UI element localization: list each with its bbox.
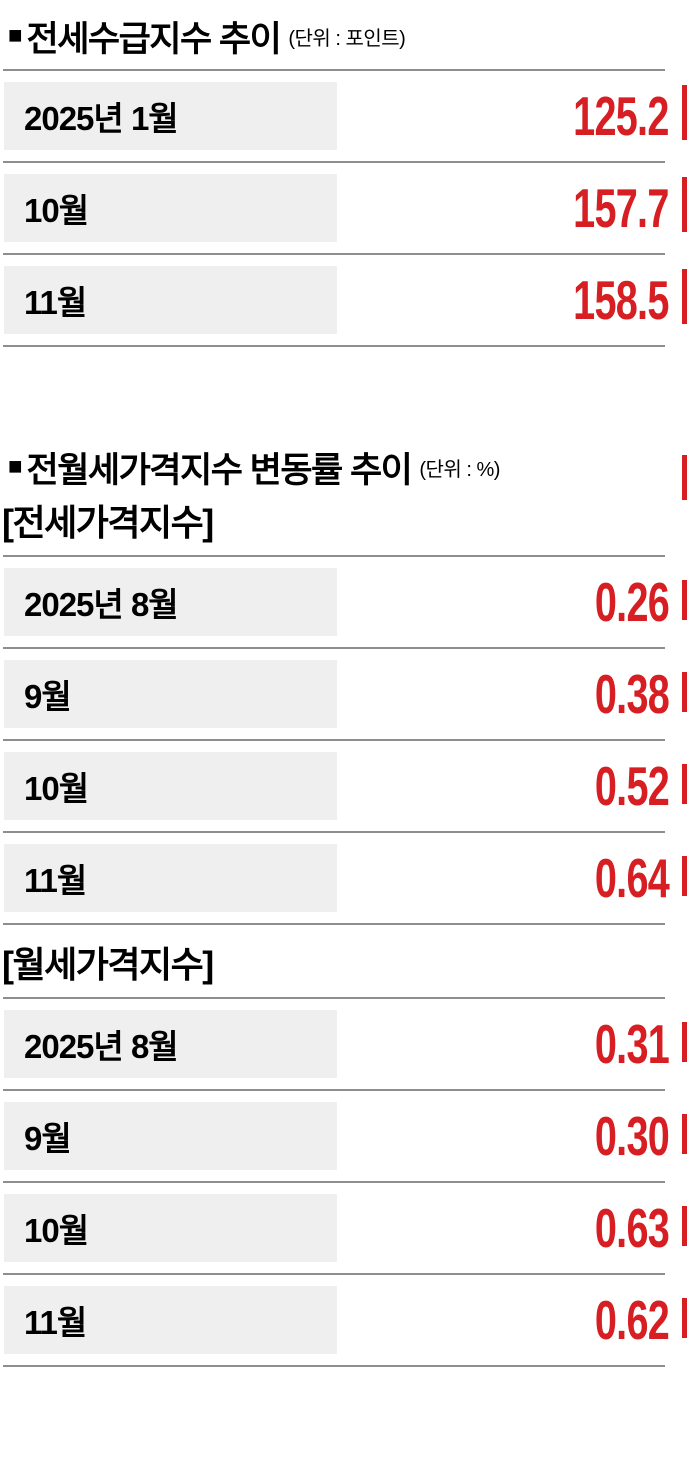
- row-value: 0.63: [594, 1197, 670, 1259]
- divider: [3, 647, 665, 649]
- row-value: 157.7: [573, 177, 669, 239]
- table-row: 2025년 8월 0.26: [0, 557, 687, 647]
- table-row: 2025년 8월 0.31: [0, 999, 687, 1089]
- cropped-red-fragment: [682, 580, 687, 620]
- row-label: 10월: [24, 192, 89, 229]
- section-title-text: 전월세가격지수 변동률 추이: [26, 450, 413, 490]
- divider: [3, 923, 665, 925]
- divider: [3, 1181, 665, 1183]
- row-value: 0.64: [594, 847, 670, 909]
- cropped-red-fragment: [682, 177, 687, 232]
- row-label-box: 10월: [4, 752, 337, 820]
- row-value: 125.2: [573, 85, 669, 147]
- unit-label: (단위 : 포인트): [288, 27, 406, 50]
- section-price-index-change: ■ 전월세가격지수 변동률 추이 (단위 : %) [전세가격지수] 2025년…: [0, 439, 687, 1367]
- row-value: 0.38: [594, 663, 670, 725]
- table-row: 10월 157.7: [0, 163, 687, 253]
- row-value: 0.30: [594, 1105, 670, 1167]
- divider: [3, 1365, 665, 1367]
- cropped-red-fragment: [682, 672, 687, 712]
- subsection-heading-jeonse: [전세가격지수]: [2, 502, 214, 543]
- row-label: 11월: [24, 1304, 87, 1341]
- row-label: 2025년 8월: [24, 1028, 179, 1065]
- data-table: 2025년 1월 125.2 10월 157.7 11월 158.5: [0, 69, 687, 347]
- cropped-red-fragment: [682, 1298, 687, 1338]
- row-value: 0.31: [594, 1013, 670, 1075]
- cropped-red-fragment: [682, 856, 687, 896]
- divider: [3, 345, 665, 347]
- row-label-box: 2025년 8월: [4, 568, 337, 636]
- row-label: 9월: [24, 678, 72, 715]
- divider: [3, 1273, 665, 1275]
- divider: [3, 997, 665, 999]
- cropped-red-fragment: [682, 764, 687, 804]
- section-jeonse-supply-index: ■ 전세수급지수 추이 (단위 : 포인트) 2025년 1월 125.2 10…: [0, 0, 687, 347]
- row-label: 2025년 1월: [24, 100, 179, 137]
- divider: [3, 739, 665, 741]
- divider: [3, 161, 665, 163]
- table-row: 10월 0.52: [0, 741, 687, 831]
- section-title: ■ 전세수급지수 추이 (단위 : 포인트): [0, 8, 687, 64]
- row-value: 0.62: [594, 1289, 670, 1351]
- data-table: 2025년 8월 0.31 9월 0.30 10월 0.63: [0, 997, 687, 1367]
- table-row: 9월 0.38: [0, 649, 687, 739]
- cropped-red-fragment: [682, 1206, 687, 1246]
- table-row: 9월 0.30: [0, 1091, 687, 1181]
- table-row: 11월 158.5: [0, 255, 687, 345]
- row-label: 10월: [24, 1212, 89, 1249]
- divider: [3, 253, 665, 255]
- row-label: 11월: [24, 284, 87, 321]
- row-label-box: 9월: [4, 660, 337, 728]
- row-label-box: 10월: [4, 1194, 337, 1262]
- row-label: 9월: [24, 1120, 72, 1157]
- row-label-box: 10월: [4, 174, 337, 242]
- row-value: 158.5: [573, 269, 669, 331]
- subsection-heading-wolse: [월세가격지수]: [2, 944, 214, 985]
- cropped-red-fragment: [682, 85, 687, 140]
- divider: [3, 555, 665, 557]
- row-label: 11월: [24, 862, 87, 899]
- row-label-box: 2025년 8월: [4, 1010, 337, 1078]
- table-row: 11월 0.62: [0, 1275, 687, 1365]
- unit-label: (단위 : %): [419, 458, 500, 481]
- row-label-box: 2025년 1월: [4, 82, 337, 150]
- square-bullet-icon: ■: [8, 22, 23, 49]
- row-value: 0.26: [594, 571, 670, 633]
- table-row: 10월 0.63: [0, 1183, 687, 1273]
- row-label-box: 9월: [4, 1102, 337, 1170]
- cropped-red-fragment: [682, 269, 687, 324]
- cropped-red-fragment: [682, 1114, 687, 1154]
- row-label: 2025년 8월: [24, 586, 179, 623]
- row-label: 10월: [24, 770, 89, 807]
- row-label-box: 11월: [4, 266, 337, 334]
- section-title: ■ 전월세가격지수 변동률 추이 (단위 : %): [0, 439, 687, 495]
- divider: [3, 1089, 665, 1091]
- row-label-box: 11월: [4, 844, 337, 912]
- divider: [3, 69, 665, 71]
- table-row: 11월 0.64: [0, 833, 687, 923]
- row-label-box: 11월: [4, 1286, 337, 1354]
- data-table: 2025년 8월 0.26 9월 0.38 10월 0.52: [0, 555, 687, 925]
- cropped-red-fragment: [682, 455, 687, 500]
- cropped-red-fragment: [682, 1022, 687, 1062]
- table-row: 2025년 1월 125.2: [0, 71, 687, 161]
- section-title-text: 전세수급지수 추이: [26, 19, 282, 59]
- divider: [3, 831, 665, 833]
- square-bullet-icon: ■: [8, 453, 23, 480]
- row-value: 0.52: [594, 755, 670, 817]
